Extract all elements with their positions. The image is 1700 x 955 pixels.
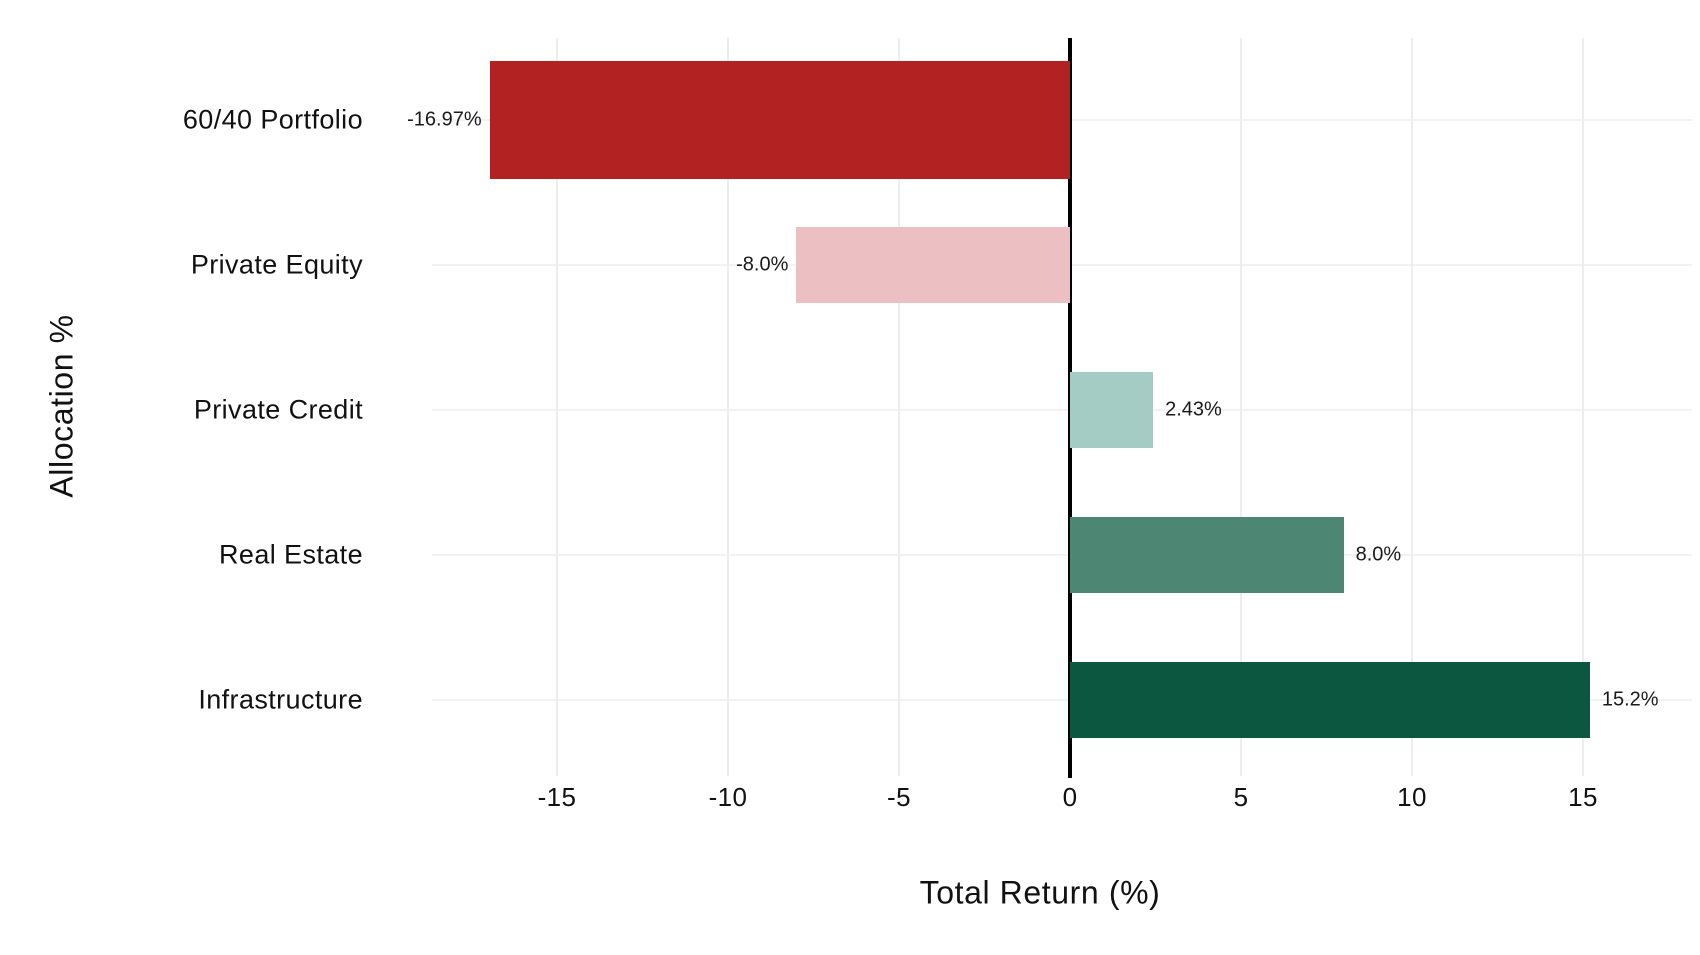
x-tick-5: 5 xyxy=(1233,782,1249,812)
h-gridline xyxy=(432,554,1692,556)
category-label-real-estate: Real Estate xyxy=(219,539,363,570)
bar-private-equity xyxy=(796,227,1070,303)
v-gridline xyxy=(1582,38,1584,776)
category-label-private-equity: Private Equity xyxy=(190,249,363,280)
v-gridline xyxy=(898,38,900,776)
v-gridline xyxy=(556,38,558,776)
value-label-infrastructure: 15.2% xyxy=(1601,688,1659,711)
bar-real-estate xyxy=(1070,517,1344,593)
x-tick-10: 10 xyxy=(1397,782,1427,812)
x-axis-title: Total Return (%) xyxy=(919,874,1161,911)
y-axis-title: Allocation % xyxy=(43,314,80,498)
category-label-infrastructure: Infrastructure xyxy=(198,684,363,715)
bar-60-40-portfolio xyxy=(489,61,1070,179)
v-gridline xyxy=(1411,38,1413,776)
value-label-60-40-portfolio: -16.97% xyxy=(407,108,482,131)
bar-private-credit xyxy=(1070,372,1154,448)
value-label-private-credit: 2.43% xyxy=(1165,398,1222,421)
x-tick-0: 0 xyxy=(1062,782,1078,812)
h-gridline xyxy=(432,699,1692,701)
x-tick-15: 15 xyxy=(1568,782,1598,812)
value-label-real-estate: 8.0% xyxy=(1355,543,1402,566)
x-tick-neg15: -15 xyxy=(537,782,577,812)
x-tick-neg10: -10 xyxy=(708,782,748,812)
value-label-private-equity: -8.0% xyxy=(736,253,789,276)
x-tick-neg5: -5 xyxy=(887,782,911,812)
h-gridline xyxy=(432,409,1692,411)
v-gridline xyxy=(1240,38,1242,776)
category-label-60-40-portfolio: 60/40 Portfolio xyxy=(182,104,363,135)
v-gridline xyxy=(727,38,729,776)
category-label-private-credit: Private Credit xyxy=(193,394,363,425)
bar-infrastructure xyxy=(1070,662,1590,738)
